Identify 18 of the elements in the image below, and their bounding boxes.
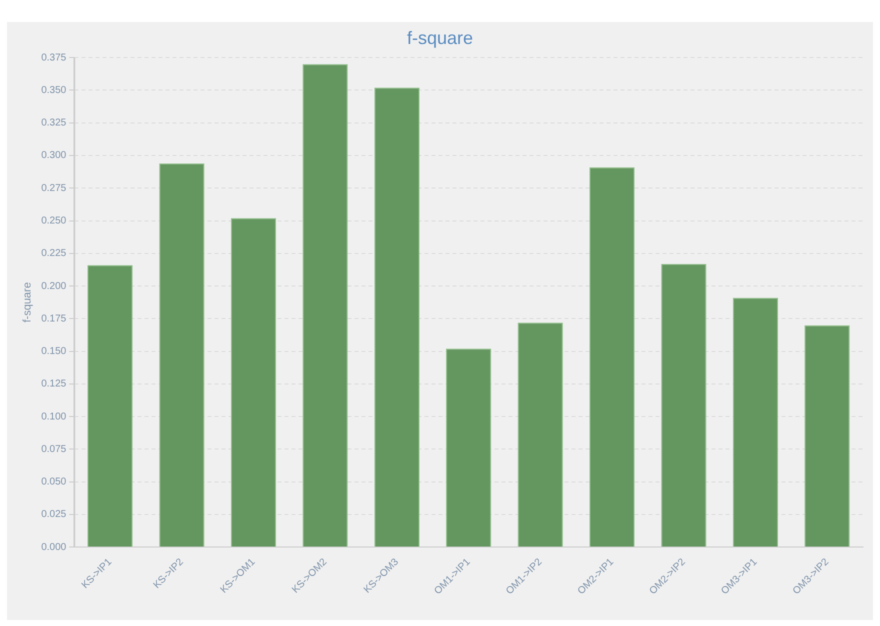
y-tick-label: 0.375: [41, 52, 67, 64]
y-tick-label: 0.250: [41, 216, 67, 227]
y-tick-label: 0.125: [41, 378, 67, 390]
y-tick-label: 0.175: [41, 313, 67, 324]
y-tick-label: 0.300: [41, 150, 67, 162]
y-tick-label: 0.200: [41, 280, 67, 292]
y-tick-label: 0.100: [41, 411, 67, 422]
y-tick-label: 0.325: [41, 118, 67, 129]
y-tick-label: 0.000: [41, 542, 67, 553]
y-tick-label: 0.350: [41, 84, 67, 96]
y-tick-label: 0.150: [41, 346, 67, 358]
y-tick-label: 0.075: [41, 444, 67, 455]
y-axis-title: f-square: [22, 282, 34, 323]
y-tick-label: 0.025: [41, 509, 67, 520]
y-tick-label: 0.225: [41, 248, 67, 260]
chart-title: f-square: [406, 28, 474, 48]
y-tick-label: 0.050: [41, 476, 67, 488]
y-tick-label: 0.275: [41, 182, 67, 194]
